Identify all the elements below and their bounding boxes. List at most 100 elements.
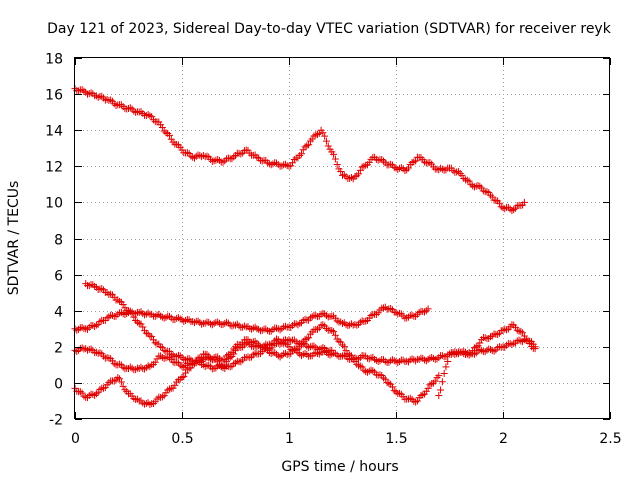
x-tick-label: 0.5 xyxy=(171,431,193,447)
data-point xyxy=(412,157,420,165)
data-point xyxy=(174,376,182,384)
data-point xyxy=(358,363,366,371)
data-point xyxy=(171,381,179,389)
data-point xyxy=(306,343,314,351)
data-point xyxy=(151,339,159,347)
data-point xyxy=(155,310,163,318)
data-point xyxy=(303,335,311,343)
data-point xyxy=(353,360,361,368)
data-point xyxy=(438,378,446,386)
data-point xyxy=(119,300,127,308)
data-point xyxy=(135,309,143,317)
data-point xyxy=(410,158,418,166)
data-point xyxy=(449,167,457,175)
data-point xyxy=(339,341,346,349)
y-tick-label: -2 xyxy=(49,413,63,429)
series-track-c xyxy=(71,303,432,335)
data-point xyxy=(406,394,414,402)
data-point xyxy=(198,320,206,328)
data-point xyxy=(422,387,430,395)
data-point xyxy=(403,357,411,365)
data-point xyxy=(121,386,129,394)
data-point xyxy=(487,333,495,341)
data-point xyxy=(133,395,141,403)
data-point xyxy=(344,350,352,358)
data-point xyxy=(339,352,346,360)
data-point xyxy=(208,321,216,329)
data-point xyxy=(363,368,371,376)
data-point xyxy=(424,355,432,363)
series-track-e xyxy=(71,336,336,409)
data-point xyxy=(201,319,209,327)
data-point xyxy=(394,359,402,367)
data-point xyxy=(194,317,202,325)
data-point xyxy=(346,351,354,359)
data-point xyxy=(360,366,368,374)
data-point xyxy=(232,321,239,329)
data-point xyxy=(267,161,275,169)
data-point xyxy=(294,321,302,329)
data-point xyxy=(337,318,345,326)
data-point xyxy=(153,311,161,319)
data-point xyxy=(233,320,241,328)
data-point xyxy=(182,369,190,377)
data-point xyxy=(182,316,190,324)
data-point xyxy=(365,158,373,166)
data-point xyxy=(428,353,436,361)
data-point xyxy=(196,318,204,326)
data-point xyxy=(292,320,300,328)
data-point xyxy=(207,320,215,328)
data-point xyxy=(315,345,323,353)
data-point xyxy=(189,361,197,369)
data-point xyxy=(331,331,339,339)
data-point xyxy=(157,352,165,360)
data-point xyxy=(249,324,257,332)
data-point xyxy=(330,150,338,158)
data-point xyxy=(383,379,391,387)
data-point xyxy=(495,199,503,207)
data-point xyxy=(312,312,320,320)
data-point xyxy=(228,155,236,163)
data-point xyxy=(264,159,272,167)
data-point xyxy=(342,173,350,181)
data-point xyxy=(399,356,407,364)
data-point xyxy=(470,183,478,191)
x-tick-label: 0 xyxy=(71,431,80,447)
data-point xyxy=(116,375,124,383)
data-point xyxy=(126,307,134,315)
data-point xyxy=(403,314,411,322)
data-point xyxy=(497,203,505,211)
data-point xyxy=(408,158,416,166)
data-point xyxy=(465,177,473,185)
y-tick-label: 18 xyxy=(45,52,63,68)
data-point xyxy=(508,341,516,349)
data-point xyxy=(103,314,111,322)
data-point xyxy=(94,93,102,101)
data-point xyxy=(96,349,104,357)
data-point xyxy=(385,358,393,366)
data-point xyxy=(267,327,275,335)
data-point xyxy=(422,307,430,315)
data-point xyxy=(78,389,86,397)
data-point xyxy=(460,347,468,355)
data-point xyxy=(190,154,198,162)
data-point xyxy=(160,346,168,354)
data-point xyxy=(437,164,445,172)
data-point xyxy=(390,163,398,171)
data-point xyxy=(107,96,115,104)
data-point xyxy=(105,379,113,387)
data-point xyxy=(324,142,332,150)
data-point xyxy=(273,350,281,358)
data-point xyxy=(394,165,402,173)
data-point xyxy=(381,375,389,383)
series-track-a xyxy=(71,85,528,215)
data-point xyxy=(237,150,245,158)
data-point xyxy=(483,188,491,196)
data-point xyxy=(219,356,227,364)
data-point xyxy=(435,392,443,400)
y-tick-label: 4 xyxy=(54,305,63,321)
data-point xyxy=(173,358,181,366)
data-point xyxy=(303,350,311,358)
data-point xyxy=(114,296,122,304)
